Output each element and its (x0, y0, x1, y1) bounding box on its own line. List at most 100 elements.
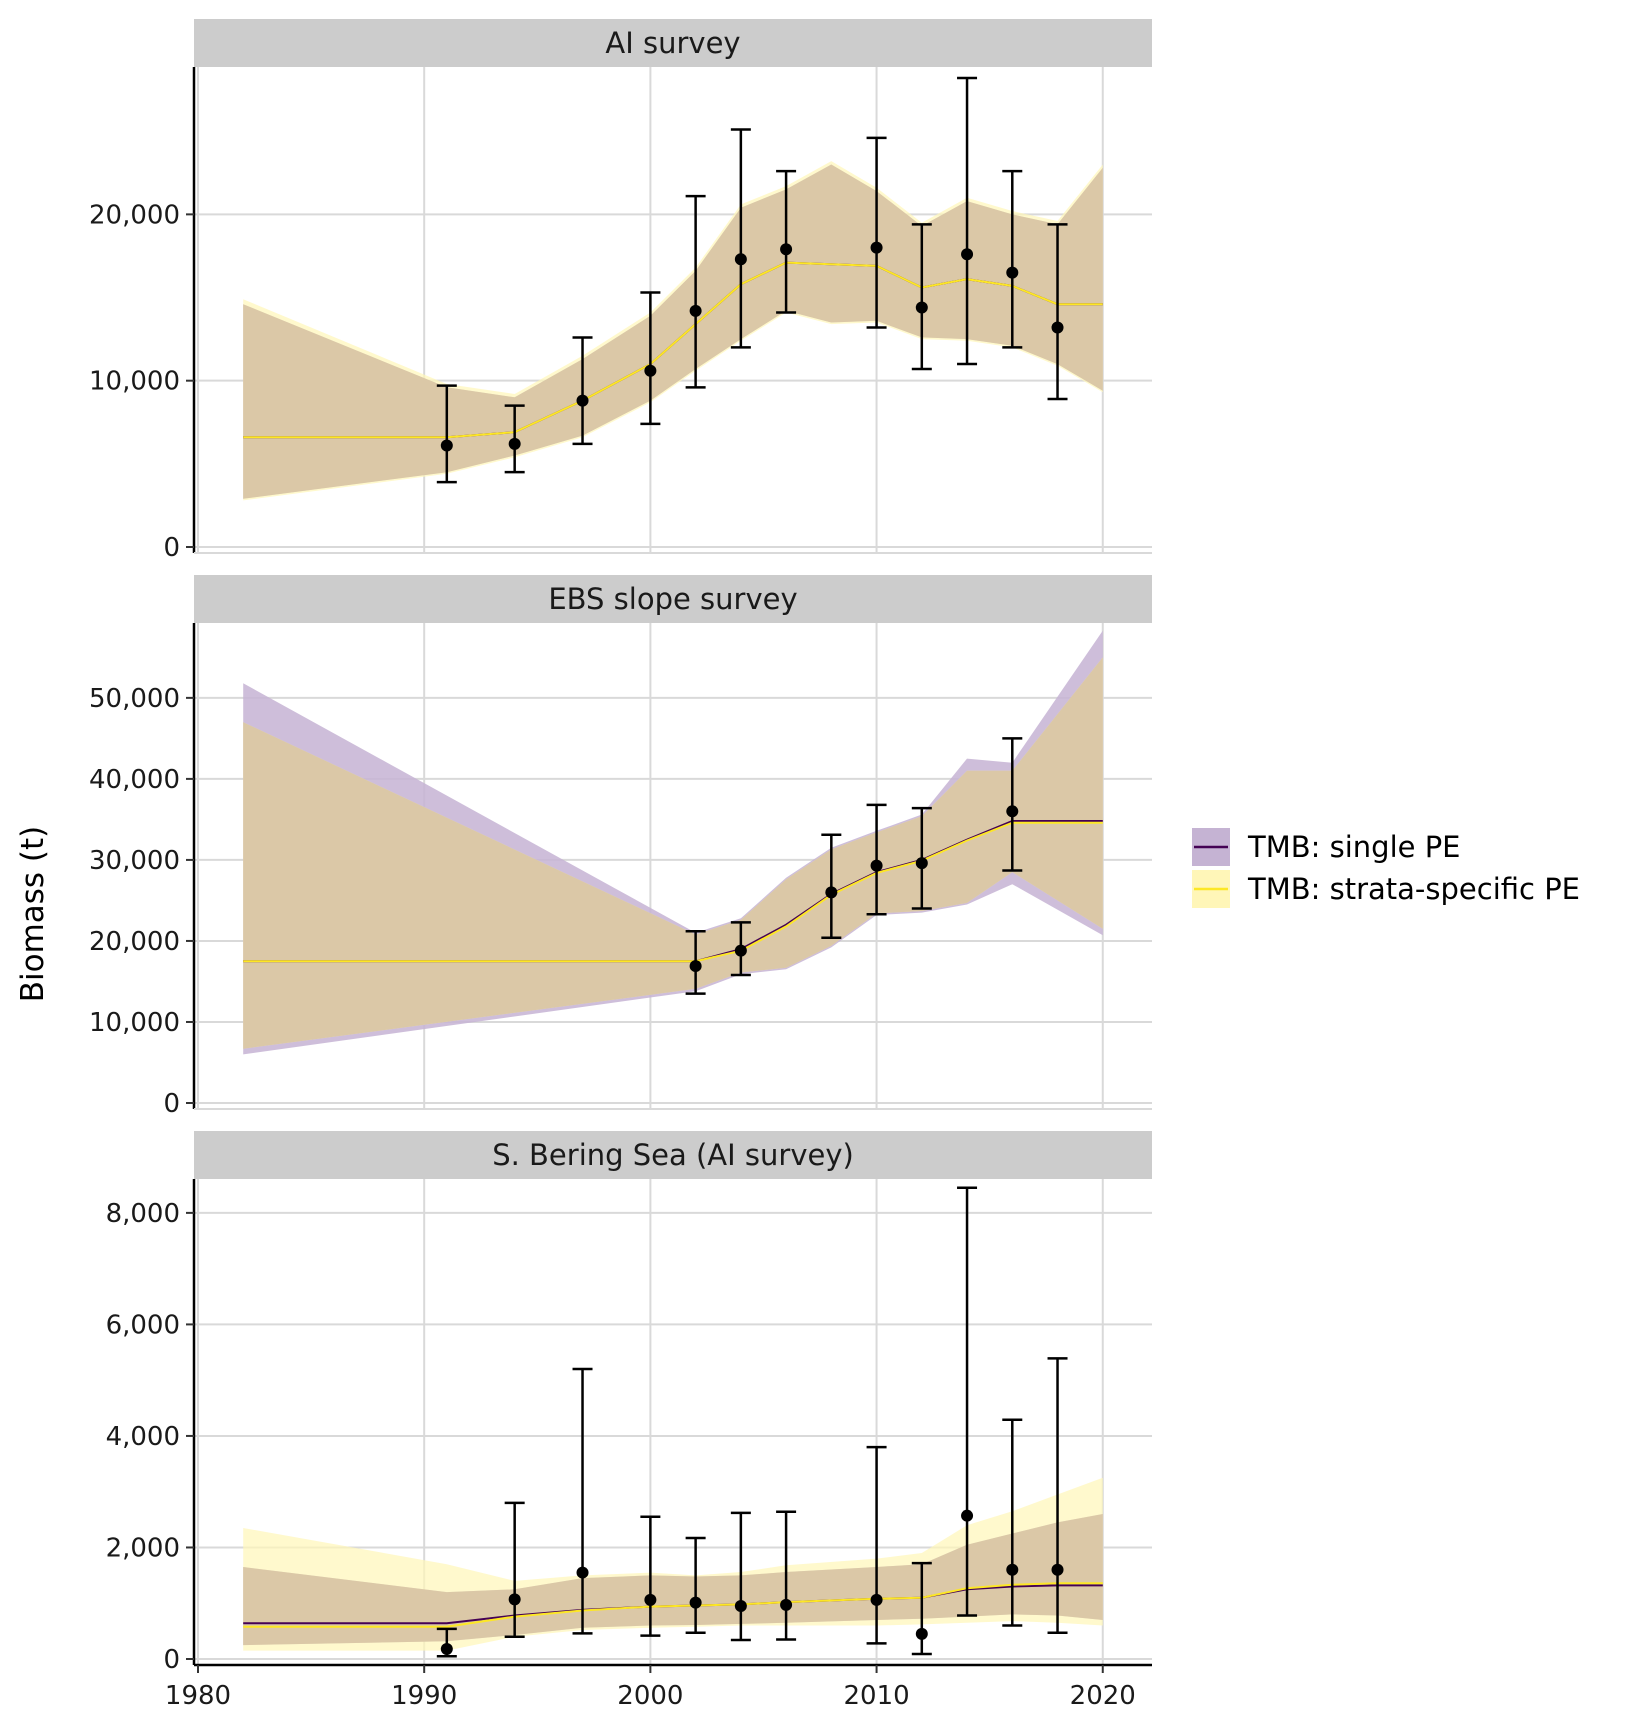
observation-point (866, 136, 887, 329)
y-tick-label: 2,000 (106, 1533, 180, 1563)
observation-point (1047, 1357, 1068, 1635)
observation-point (730, 128, 751, 349)
x-axis: 1980 1990 2000 2010 2020 (165, 1665, 1136, 1711)
y-tick-label: 0 (163, 1089, 180, 1119)
y-tick-label: 6,000 (106, 1310, 180, 1340)
x-tick-label: 1980 (165, 1681, 231, 1711)
observation-point (866, 1445, 887, 1645)
observation-dot (1051, 321, 1064, 334)
y-tick-label: 50,000 (89, 684, 180, 714)
legend: TMB: single PE TMB: strata-specific PE (1192, 828, 1580, 908)
ribbons (243, 161, 1103, 501)
y-tick-label: 8,000 (106, 1199, 180, 1229)
observation-dot (1051, 1563, 1064, 1576)
observation-point (821, 833, 842, 939)
observation-point (730, 921, 751, 977)
panel-1: AI survey 0 10,000 20,000 (89, 19, 1152, 563)
observation-point (911, 1561, 932, 1656)
panel-strip (194, 575, 1152, 623)
y-tick-label: 40,000 (89, 765, 180, 795)
y-tick-label: 0 (163, 1645, 180, 1675)
observations (436, 1186, 1068, 1658)
observation-dot (915, 857, 928, 870)
observation-dot (825, 886, 838, 899)
observation-dot (1006, 266, 1019, 279)
observation-dot (508, 1593, 521, 1606)
observation-dot (734, 944, 747, 957)
legend-label: TMB: strata-specific PE (1247, 872, 1580, 906)
ribbons (243, 1477, 1103, 1651)
observation-point (911, 223, 932, 371)
panel-2: EBS slope survey 0 10,000 20,000 30,000 40,00… (89, 575, 1152, 1119)
observation-point (1047, 223, 1068, 401)
ribbon-overlap (243, 1514, 1103, 1646)
observation-dot (734, 1600, 747, 1613)
observation-dot (870, 1593, 883, 1606)
observation-dot (734, 253, 747, 266)
y-tick-label: 0 (163, 533, 180, 563)
y-axis: 0 2,000 4,000 6,000 8,000 (106, 1179, 196, 1675)
y-tick-label: 4,000 (106, 1422, 180, 1452)
y-tick-label: 20,000 (89, 200, 180, 230)
x-tick-label: 2020 (1070, 1681, 1136, 1711)
observation-point (640, 1515, 661, 1637)
observation-point (1002, 169, 1023, 349)
observation-dot (1006, 1563, 1019, 1576)
panel-title: AI survey (605, 26, 740, 60)
series-line-strata-specific-pe (243, 821, 1103, 963)
legend-item-strata-specific-pe: TMB: strata-specific PE (1192, 870, 1580, 908)
y-axis: 0 10,000 20,000 (89, 67, 196, 563)
ribbon-overlap (243, 164, 1103, 499)
observation-point (436, 384, 457, 484)
y-axis: 0 10,000 20,000 30,000 40,000 50,000 (89, 623, 196, 1119)
x-tick-label: 1990 (391, 1681, 457, 1711)
observation-dot (1006, 805, 1019, 818)
series-lines (243, 1582, 1103, 1628)
observation-point (730, 1511, 751, 1642)
observation-point (572, 336, 593, 446)
series-lines (243, 820, 1103, 963)
observation-point (776, 169, 797, 314)
observation-dot (780, 243, 793, 256)
observation-dot (644, 364, 657, 377)
observation-dot (440, 439, 453, 452)
y-tick-label: 20,000 (89, 927, 180, 957)
ribbon-overlap (243, 657, 1103, 1049)
legend-item-single-pe: TMB: single PE (1192, 828, 1461, 866)
observation-point (866, 803, 887, 916)
observation-point (685, 929, 706, 995)
observation-point (1002, 737, 1023, 872)
observation-dot (440, 1642, 453, 1655)
observation-point (685, 194, 706, 389)
observation-dot (644, 1593, 657, 1606)
ribbons (243, 630, 1103, 1055)
gridlines (194, 1179, 1152, 1665)
y-axis-title: Biomass (t) (15, 826, 51, 1003)
observation-dot (689, 304, 702, 317)
observation-dot (576, 394, 589, 407)
series-line-strata-specific-pe (243, 1582, 1103, 1628)
observation-point (436, 1627, 457, 1658)
panel-title: EBS slope survey (548, 582, 797, 616)
observation-dot (915, 1627, 928, 1640)
x-tick-label: 2000 (617, 1681, 683, 1711)
y-tick-label: 10,000 (89, 1008, 180, 1038)
observation-dot (870, 241, 883, 254)
observation-point (1002, 1418, 1023, 1627)
observation-dot (508, 437, 521, 450)
observation-dot (961, 248, 974, 261)
observation-dot (961, 1509, 974, 1522)
observation-dot (689, 1596, 702, 1609)
observation-dot (870, 859, 883, 872)
y-tick-label: 10,000 (89, 367, 180, 397)
observation-dot (689, 960, 702, 973)
panel-3: S. Bering Sea (AI survey) 0 2,000 4,000 6,00… (106, 1131, 1152, 1675)
observation-point (776, 1510, 797, 1641)
observation-point (504, 1501, 525, 1638)
observation-point (957, 1186, 978, 1617)
observation-point (685, 1536, 706, 1635)
observation-dot (576, 1566, 589, 1579)
x-tick-label: 2010 (843, 1681, 909, 1711)
panels-layer: AI survey 0 10,000 20,000 EBS slope survey 0 1… (89, 19, 1152, 1675)
